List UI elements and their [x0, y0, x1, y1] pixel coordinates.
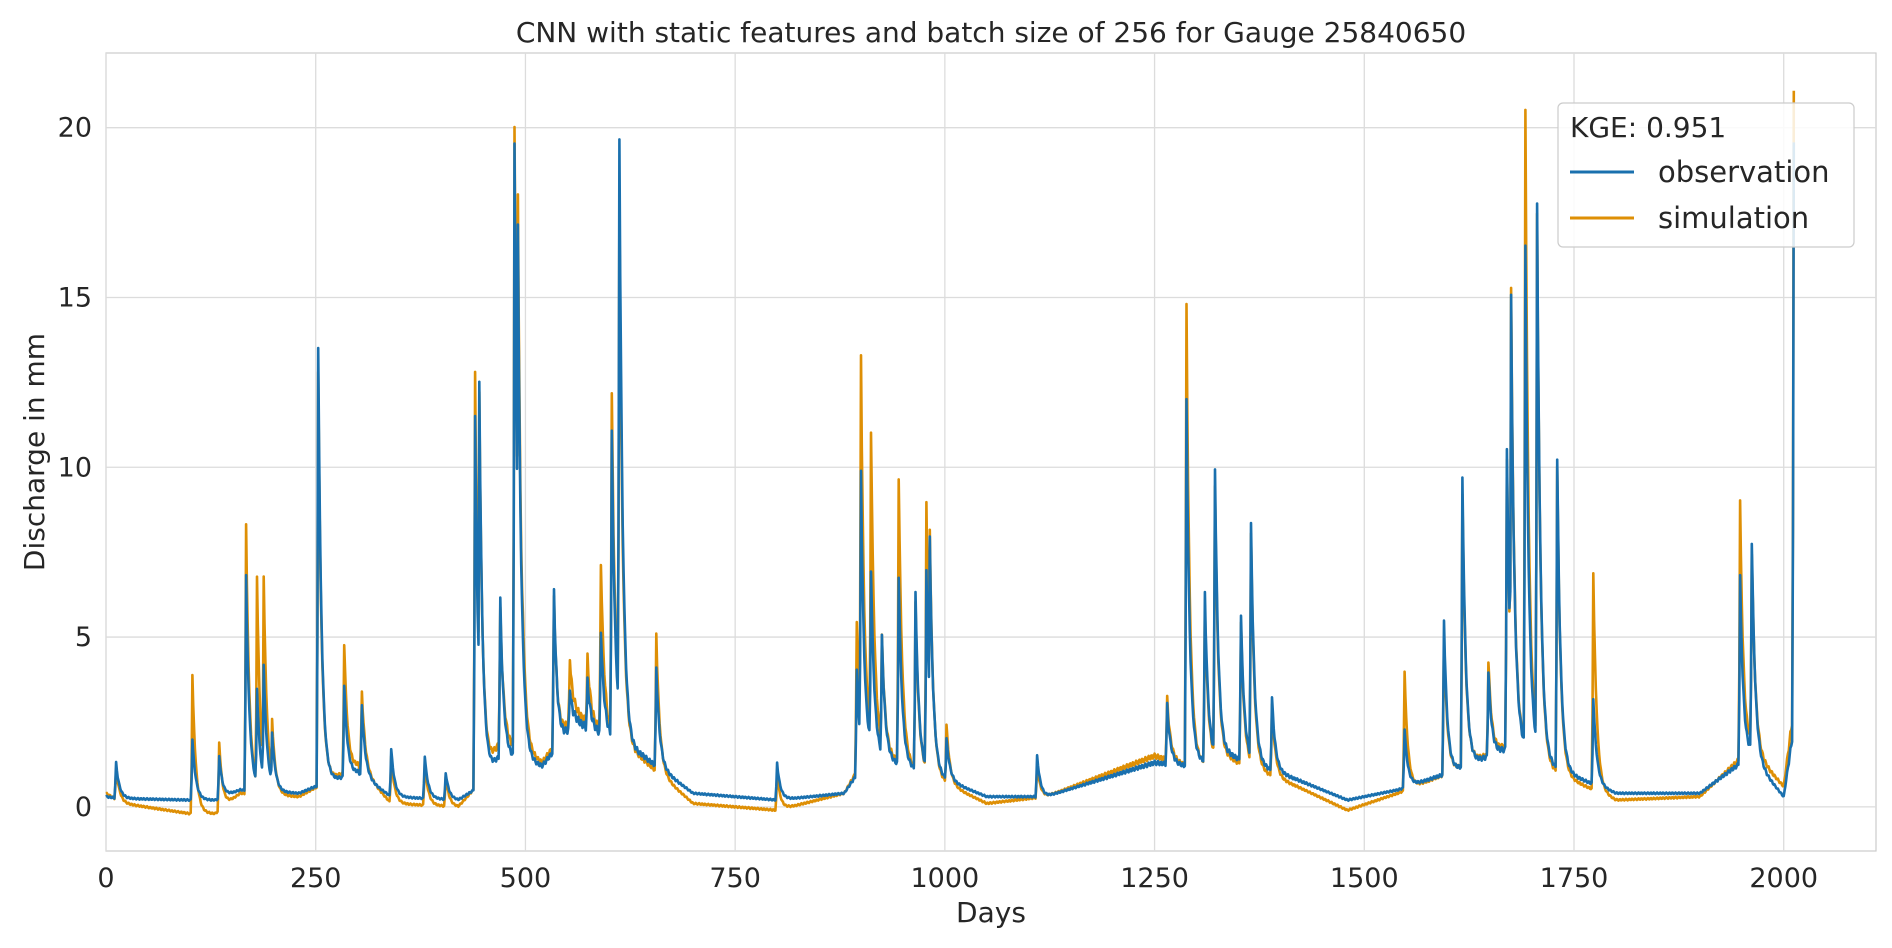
- x-tick-label: 750: [709, 863, 761, 894]
- y-tick-label: 10: [58, 452, 92, 483]
- x-axis-label: Days: [956, 896, 1026, 929]
- y-tick-label: 5: [75, 622, 92, 653]
- legend-box: [1557, 102, 1855, 248]
- x-tick-labels: 0 250 500 750 1000 1250 1500 1750 2000: [97, 863, 1818, 894]
- legend-title: KGE: 0.951: [1570, 111, 1726, 144]
- x-tick-label: 250: [290, 863, 342, 894]
- y-tick-label: 20: [58, 113, 92, 144]
- x-tick-label: 1250: [1120, 863, 1189, 894]
- series-layer: [105, 90, 1796, 816]
- x-tick-label: 1000: [911, 863, 980, 894]
- legend-label-simulation: simulation: [1658, 201, 1809, 235]
- x-tick-label: 2000: [1749, 863, 1818, 894]
- legend-label-observation: observation: [1658, 155, 1830, 189]
- y-tick-label: 15: [58, 282, 92, 313]
- series-line-observation: [105, 138, 1796, 803]
- chart-title: CNN with static features and batch size …: [516, 16, 1466, 49]
- x-tick-label: 1750: [1540, 863, 1609, 894]
- y-tick-label: 0: [75, 792, 92, 823]
- y-axis-label: Discharge in mm: [18, 333, 51, 571]
- legend: KGE: 0.951 observation simulation: [1557, 102, 1855, 248]
- x-tick-label: 1500: [1330, 863, 1399, 894]
- x-tick-label: 0: [97, 863, 114, 894]
- y-tick-labels: 0 5 10 15 20: [58, 113, 92, 823]
- x-tick-label: 500: [500, 863, 552, 894]
